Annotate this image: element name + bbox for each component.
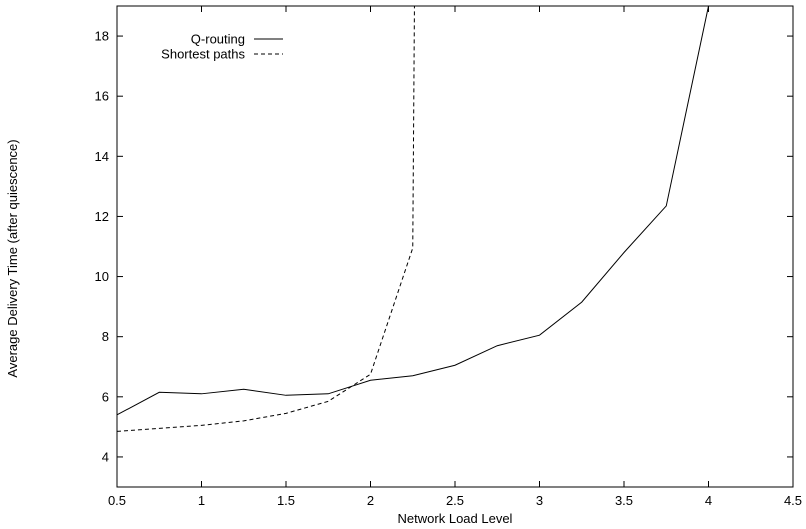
x-axis: 0.5 1 1.5 2 2.5 3 3.5 4 4.5 bbox=[108, 6, 802, 508]
legend-label: Q-routing bbox=[191, 32, 245, 47]
x-tick-label: 2.5 bbox=[446, 493, 464, 508]
series-line-0 bbox=[117, 6, 709, 416]
y-tick-label: 14 bbox=[95, 149, 109, 164]
y-tick-label: 10 bbox=[95, 269, 109, 284]
x-tick-label: 3.5 bbox=[615, 493, 633, 508]
series-line-1 bbox=[117, 6, 415, 432]
y-tick-label: 6 bbox=[102, 389, 109, 404]
y-tick-label: 16 bbox=[95, 89, 109, 104]
plot-marks bbox=[117, 6, 709, 432]
y-axis: 4 6 8 10 12 14 16 18 bbox=[95, 29, 793, 464]
y-tick-label: 4 bbox=[102, 449, 109, 464]
y-tick-label: 12 bbox=[95, 209, 109, 224]
x-axis-label: Network Load Level bbox=[398, 511, 513, 526]
plot-frame bbox=[116, 5, 794, 488]
x-tick-label: 1.5 bbox=[277, 493, 295, 508]
legend-label: Shortest paths bbox=[161, 47, 245, 62]
x-tick-label: 4 bbox=[705, 493, 712, 508]
x-tick-label: 4.5 bbox=[784, 493, 802, 508]
x-tick-label: 2 bbox=[367, 493, 374, 508]
y-tick-label: 8 bbox=[102, 329, 109, 344]
x-tick-label: 3 bbox=[536, 493, 543, 508]
y-axis-label: Average Delivery Time (after quiescence) bbox=[5, 139, 20, 377]
y-tick-label: 18 bbox=[95, 29, 109, 44]
x-tick-label: 0.5 bbox=[108, 493, 126, 508]
x-tick-label: 1 bbox=[198, 493, 205, 508]
